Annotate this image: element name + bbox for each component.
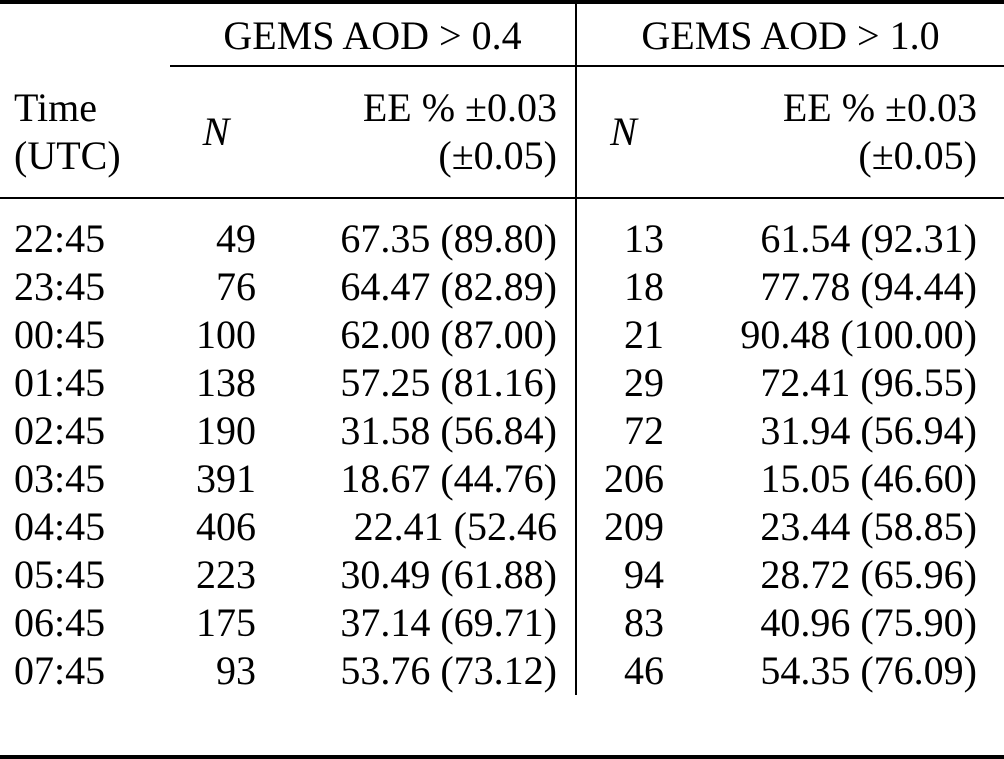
time-cell: 06:45 [14, 600, 106, 645]
table-row: 01:45 138 57.25 (81.16) 29 72.41 (96.55) [0, 359, 1004, 407]
ee-header-line1: EE % ±0.03 [362, 85, 557, 130]
ee-cell-aod04: 22.41 (52.46 [262, 503, 577, 551]
ee-column-header-aod04: EE % ±0.03 (±0.05) [262, 66, 577, 199]
ee-cell-aod10: 54.35 (76.09) [760, 648, 977, 693]
ee-cell-aod04: 37.14 (69.71) [262, 599, 577, 647]
table-row: 23:45 76 64.47 (82.89) 18 77.78 (94.44) [0, 263, 1004, 311]
n-cell-aod04: 190 [196, 408, 256, 453]
table-header: GEMS AOD > 0.4 GEMS AOD > 1.0 Time (UTC)… [0, 2, 1004, 199]
ee-cell-aod04: 53.76 (73.12) [262, 647, 577, 695]
n-cell-aod04: 223 [196, 552, 256, 597]
spacer-cell [262, 695, 576, 757]
n-cell-aod10: 83 [624, 600, 664, 645]
ee-cell-aod04: 62.00 (87.00) [262, 311, 577, 359]
bottom-spacer-row [0, 695, 1004, 757]
ee-cell-aod10: 15.05 (46.60) [760, 456, 977, 501]
ee-cell-aod10: 23.44 (58.85) [760, 504, 977, 549]
time-column-header: Time (UTC) [0, 66, 170, 199]
n-cell-aod10: 72 [624, 408, 664, 453]
n-column-header-aod04: N [170, 66, 262, 199]
spacer-cell [670, 695, 1004, 757]
ee-column-header-aod10: EE % ±0.03 (±0.05) [670, 66, 1004, 199]
n-cell-aod10: 21 [624, 312, 664, 357]
ee-cell-aod04: 67.35 (89.80) [262, 198, 577, 263]
time-cell: 07:45 [14, 648, 106, 693]
time-cell: 04:45 [14, 504, 106, 549]
ee-cell-aod10: 40.96 (75.90) [760, 600, 977, 645]
n-cell-aod10: 18 [624, 264, 664, 309]
ee-header-line1: EE % ±0.03 [782, 85, 977, 130]
n-column-header-aod10: N [576, 66, 670, 199]
column-header-row: Time (UTC) N EE % ±0.03 (±0.05) N EE % ±… [0, 66, 1004, 199]
n-cell-aod10: 206 [604, 456, 664, 501]
n-cell-aod04: 138 [196, 360, 256, 405]
n-cell-aod10: 94 [624, 552, 664, 597]
ee-cell-aod10: 72.41 (96.55) [760, 360, 977, 405]
group-header-row: GEMS AOD > 0.4 GEMS AOD > 1.0 [0, 2, 1004, 67]
ee-cell-aod04: 64.47 (82.89) [262, 263, 577, 311]
spacer-cell [170, 695, 262, 757]
time-cell: 01:45 [14, 360, 106, 405]
table-row: 04:45 406 22.41 (52.46 209 23.44 (58.85) [0, 503, 1004, 551]
n-cell-aod04: 391 [196, 456, 256, 501]
group-header-aod10: GEMS AOD > 1.0 [576, 2, 1004, 67]
n-cell-aod04: 49 [216, 216, 256, 261]
table-row: 03:45 391 18.67 (44.76) 206 15.05 (46.60… [0, 455, 1004, 503]
ee-cell-aod04: 18.67 (44.76) [262, 455, 577, 503]
n-cell-aod04: 175 [196, 600, 256, 645]
time-cell: 22:45 [14, 216, 106, 261]
spacer-cell [576, 695, 670, 757]
n-cell-aod04: 93 [216, 648, 256, 693]
table-row: 02:45 190 31.58 (56.84) 72 31.94 (56.94) [0, 407, 1004, 455]
n-cell-aod10: 46 [624, 648, 664, 693]
time-header-line2: (UTC) [14, 132, 121, 178]
table-row: 06:45 175 37.14 (69.71) 83 40.96 (75.90) [0, 599, 1004, 647]
time-cell: 23:45 [14, 264, 106, 309]
ee-cell-aod10: 77.78 (94.44) [760, 264, 977, 309]
n-cell-aod04: 100 [196, 312, 256, 357]
n-cell-aod10: 209 [604, 504, 664, 549]
spacer-cell [0, 695, 170, 757]
ee-cell-aod04: 57.25 (81.16) [262, 359, 577, 407]
n-cell-aod04: 76 [216, 264, 256, 309]
corner-cell [0, 2, 170, 66]
time-cell: 00:45 [14, 312, 106, 357]
table-row: 22:45 49 67.35 (89.80) 13 61.54 (92.31) [0, 198, 1004, 263]
table-row: 05:45 223 30.49 (61.88) 94 28.72 (65.96) [0, 551, 1004, 599]
ee-header-line2: (±0.05) [438, 133, 557, 178]
ee-cell-aod10: 61.54 (92.31) [760, 216, 977, 261]
ee-cell-aod10: 31.94 (56.94) [760, 408, 977, 453]
time-cell: 02:45 [14, 408, 106, 453]
time-cell: 05:45 [14, 552, 106, 597]
time-cell: 03:45 [14, 456, 106, 501]
table-row: 00:45 100 62.00 (87.00) 21 90.48 (100.00… [0, 311, 1004, 359]
group-header-aod04: GEMS AOD > 0.4 [170, 2, 577, 67]
n-cell-aod04: 406 [196, 504, 256, 549]
ee-cell-aod04: 31.58 (56.84) [262, 407, 577, 455]
table-body: 22:45 49 67.35 (89.80) 13 61.54 (92.31) … [0, 198, 1004, 757]
ee-header-line2: (±0.05) [858, 133, 977, 178]
ee-cell-aod04: 30.49 (61.88) [262, 551, 577, 599]
n-cell-aod10: 29 [624, 360, 664, 405]
table-row: 07:45 93 53.76 (73.12) 46 54.35 (76.09) [0, 647, 1004, 695]
time-header-line1: Time [14, 84, 98, 130]
n-cell-aod10: 13 [624, 216, 664, 261]
ee-cell-aod10: 28.72 (65.96) [760, 552, 977, 597]
ee-cell-aod10: 90.48 (100.00) [740, 312, 977, 357]
